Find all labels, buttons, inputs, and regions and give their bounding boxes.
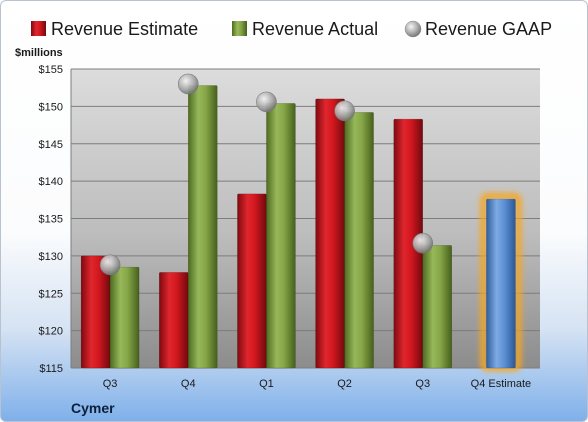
y-axis-tick-labels: $115 $120 $125 $130 $135 $140 $145 $150 $155	[39, 64, 63, 375]
marker-revenue-gaap	[334, 100, 355, 122]
bar-q4-estimate	[486, 198, 516, 369]
x-tick-label: Q2	[337, 378, 352, 390]
bar-revenue-actual	[422, 245, 452, 369]
marker-revenue-gaap	[256, 91, 277, 113]
legend-swatch	[232, 21, 247, 36]
legend-swatch	[404, 20, 422, 38]
x-tick-label: Q3	[415, 378, 430, 390]
bar-revenue-actual	[109, 266, 140, 369]
x-tick-label: Q3	[103, 378, 118, 390]
bar-revenue-actual	[266, 103, 296, 369]
bar-revenue-estimate	[237, 193, 267, 369]
legend-swatch	[31, 21, 46, 36]
legend-label: Revenue Actual	[252, 19, 378, 39]
legend-label: Revenue GAAP	[425, 19, 552, 39]
bars	[80, 85, 522, 371]
y-tick-label: $150	[39, 101, 63, 113]
legend: Revenue Estimate Revenue Actual Revenue GA…	[31, 19, 552, 39]
bar-revenue-actual	[344, 112, 374, 369]
y-tick-label: $120	[39, 326, 63, 338]
y-tick-label: $145	[39, 139, 63, 151]
marker-revenue-gaap	[177, 73, 199, 95]
bar-revenue-actual	[188, 85, 218, 369]
bar-revenue-estimate	[159, 272, 189, 369]
x-tick-label: Q4 Estimate	[471, 378, 532, 390]
x-axis-tick-labels: Q3 Q4 Q1 Q2 Q3 Q4 Estimate	[103, 378, 531, 390]
y-tick-label: $155	[39, 64, 63, 76]
y-tick-label: $115	[39, 363, 63, 375]
gaap-markers	[99, 73, 434, 276]
y-tick-label: $140	[39, 176, 63, 188]
x-tick-label: Q4	[181, 378, 196, 390]
marker-revenue-gaap	[412, 232, 434, 254]
y-tick-label: $135	[39, 214, 63, 226]
marker-revenue-gaap	[99, 254, 121, 276]
y-tick-label: $125	[39, 288, 63, 300]
gridlines	[70, 68, 540, 369]
y-tick-label: $130	[39, 251, 63, 263]
x-tick-label: Q1	[259, 378, 274, 390]
company-name: Cymer	[71, 400, 115, 416]
y-axis-unit-label: $millions	[15, 47, 63, 59]
bar-revenue-estimate	[315, 98, 345, 369]
legend-label: Revenue Estimate	[51, 19, 198, 39]
